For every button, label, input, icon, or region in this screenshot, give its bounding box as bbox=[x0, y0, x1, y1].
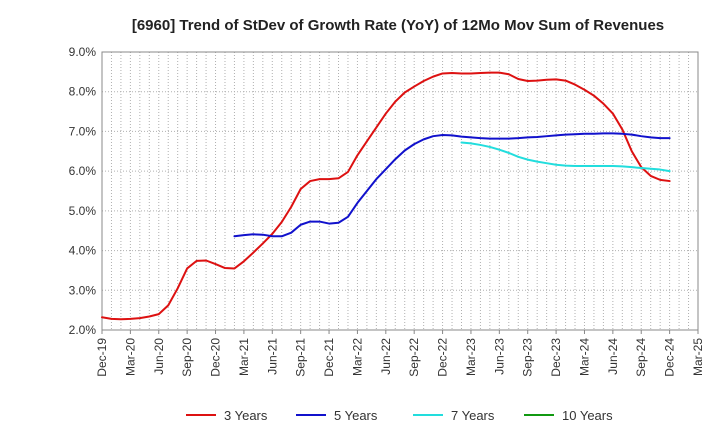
series-line-3-years bbox=[101, 71, 671, 321]
chart-title: [6960] Trend of StDev of Growth Rate (Yo… bbox=[132, 17, 664, 34]
x-axis: Dec-19 Mar-20 Jun-20 Sep-20 Dec-20 Mar-21 Jun-… bbox=[95, 330, 705, 377]
series-lines bbox=[101, 71, 671, 321]
x-tick-label: Dec-24 bbox=[663, 338, 677, 377]
legend-label-7-years: 7 Years bbox=[451, 408, 495, 423]
x-tick-label: Jun-21 bbox=[265, 338, 279, 375]
grid bbox=[102, 52, 698, 330]
series-line-5-years bbox=[233, 132, 671, 238]
x-tick-label: Dec-22 bbox=[436, 338, 450, 377]
y-axis: 2.0% 3.0% 4.0% 5.0% 6.0% 7.0% 8.0% 9.0% bbox=[69, 45, 97, 337]
x-tick-label: Mar-24 bbox=[577, 338, 591, 376]
x-tick-label: Dec-20 bbox=[209, 338, 223, 377]
x-tick-label: Sep-21 bbox=[294, 338, 308, 377]
x-tick-label: Dec-19 bbox=[95, 338, 109, 377]
y-tick-label: 6.0% bbox=[69, 164, 97, 178]
x-tick-label: Mar-21 bbox=[237, 338, 251, 376]
legend-label-3-years: 3 Years bbox=[224, 408, 268, 423]
x-tick-label: Jun-24 bbox=[606, 338, 620, 375]
y-tick-label: 5.0% bbox=[69, 204, 97, 218]
y-tick-label: 4.0% bbox=[69, 244, 97, 258]
x-tick-label: Sep-24 bbox=[634, 338, 648, 377]
legend: 3 Years 5 Years 7 Years 10 Years bbox=[186, 408, 613, 423]
y-tick-label: 2.0% bbox=[69, 323, 97, 337]
y-tick-label: 9.0% bbox=[69, 45, 97, 59]
x-tick-label: Dec-21 bbox=[322, 338, 336, 377]
x-tick-label: Sep-22 bbox=[407, 338, 421, 377]
x-tick-label: Sep-23 bbox=[521, 338, 535, 377]
series-line-7-years bbox=[460, 141, 671, 173]
x-tick-label: Jun-22 bbox=[379, 338, 393, 375]
x-tick-label: Mar-23 bbox=[464, 338, 478, 376]
plot-frame bbox=[101, 51, 699, 331]
x-tick-label: Mar-25 bbox=[691, 338, 705, 376]
x-tick-label: Sep-20 bbox=[180, 338, 194, 377]
y-tick-label: 8.0% bbox=[69, 85, 97, 99]
x-tick-label: Jun-23 bbox=[492, 338, 506, 375]
x-tick-label: Jun-20 bbox=[152, 338, 166, 375]
x-tick-label: Dec-23 bbox=[549, 338, 563, 377]
x-tick-label: Mar-22 bbox=[350, 338, 364, 376]
y-tick-label: 7.0% bbox=[69, 124, 97, 138]
y-tick-label: 3.0% bbox=[69, 283, 97, 297]
legend-label-10-years: 10 Years bbox=[562, 408, 613, 423]
x-tick-label: Mar-20 bbox=[123, 338, 137, 376]
legend-label-5-years: 5 Years bbox=[334, 408, 378, 423]
